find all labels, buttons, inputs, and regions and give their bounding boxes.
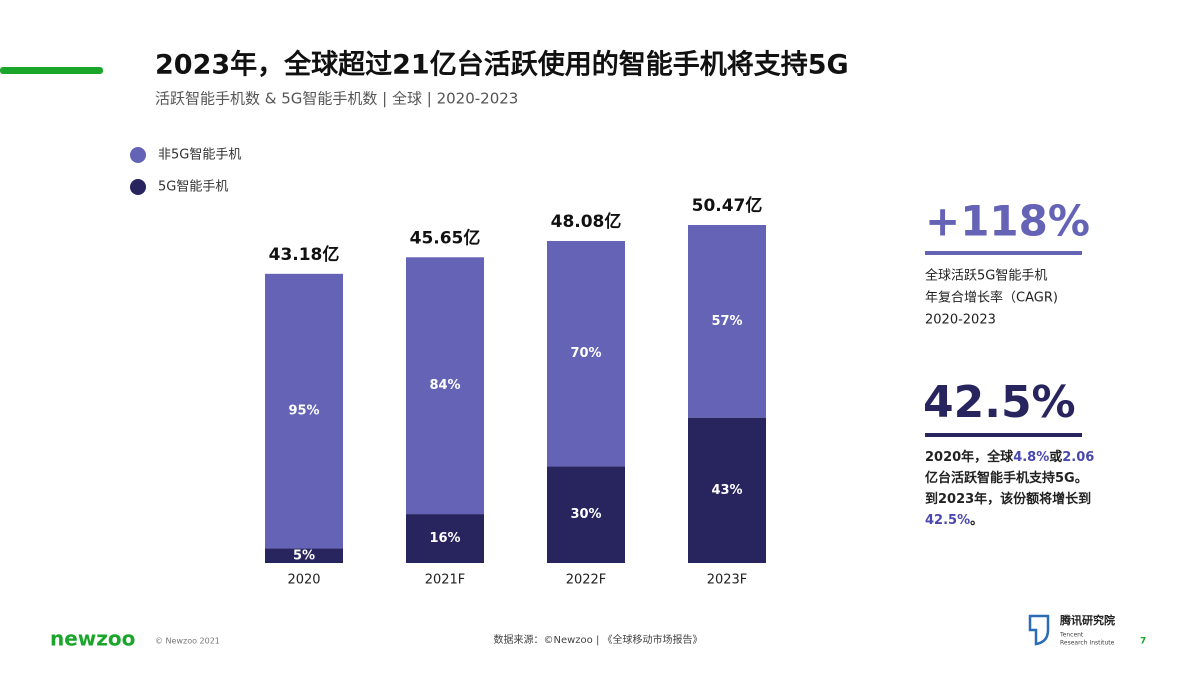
stat-text-part: 2020年，全球 [925, 450, 1014, 465]
title: 2023年，全球超过21亿台活跃使用的智能手机将支持5G [155, 49, 849, 81]
legend-swatch [130, 179, 146, 195]
x-tick-label: 2023F [707, 573, 748, 588]
bar-segment [547, 241, 625, 467]
stat-value: +118% [925, 197, 1090, 246]
source: 数据来源：©Newzoo | 《全球移动市场报告》 [493, 633, 702, 646]
legend-swatch [130, 147, 146, 163]
stat-text: 2020年，全球4.8%或2.06 亿台活跃智能手机支持5G。到2023年，该份额… [925, 447, 1100, 531]
total-label: 50.47亿 [692, 195, 763, 216]
stat-text-part: 亿台活跃智能手机支持5G。到2023年，该份额将增长到 [925, 471, 1092, 507]
brand: newzoo [50, 627, 135, 651]
bar-segment [406, 257, 484, 515]
stat-caption: 年复合增长率（CAGR) [925, 290, 1058, 306]
legend-label: 5G智能手机 [158, 180, 228, 195]
x-tick-label: 2022F [566, 573, 607, 588]
segment-label: 5% [293, 548, 315, 563]
page-number: 7 [1140, 637, 1146, 647]
accent-bar [0, 67, 103, 74]
segment-label: 70% [570, 346, 601, 361]
bar-segment [406, 514, 484, 563]
stat-text-part: 或 [1049, 450, 1063, 465]
stat-caption: 2020-2023 [925, 313, 996, 328]
stat-caption: 全球活跃5G智能手机 [925, 268, 1047, 284]
institute-en: Tencent [1059, 632, 1084, 639]
bar-segment [688, 417, 766, 563]
stat-rule [925, 433, 1082, 437]
segment-label: 95% [288, 404, 319, 419]
stat-value: 42.5% [923, 377, 1076, 428]
total-label: 43.18亿 [269, 244, 340, 265]
bar-segment [265, 548, 343, 563]
segment-label: 30% [570, 507, 601, 522]
bar-segment [547, 466, 625, 563]
segment-label: 43% [711, 483, 742, 498]
bar-segment [265, 273, 343, 549]
x-tick-label: 2021F [425, 573, 466, 588]
institute-en: Research Institute [1060, 640, 1115, 647]
institute-logo [1028, 614, 1050, 646]
segment-label: 57% [711, 314, 742, 329]
segment-label: 84% [429, 378, 460, 393]
total-label: 45.65亿 [410, 227, 481, 248]
subtitle: 活跃智能手机数 & 5G智能手机数 | 全球 | 2020-2023 [155, 90, 518, 108]
copyright: © Newzoo 2021 [155, 637, 220, 646]
bar-segment [688, 225, 766, 418]
stat-text-part: 4.8% [1013, 450, 1050, 465]
stat-text-part: 42.5% [925, 513, 971, 528]
segment-label: 16% [429, 531, 460, 546]
institute: 腾讯研究院 [1060, 613, 1115, 627]
total-label: 48.08亿 [551, 211, 622, 232]
stat-rule [925, 251, 1082, 255]
legend-label: 非5G智能手机 [158, 148, 241, 163]
x-tick-label: 2020 [287, 573, 320, 588]
stat-text-part: 。 [970, 513, 984, 528]
stat-text-part: 2.06 [1062, 450, 1095, 465]
